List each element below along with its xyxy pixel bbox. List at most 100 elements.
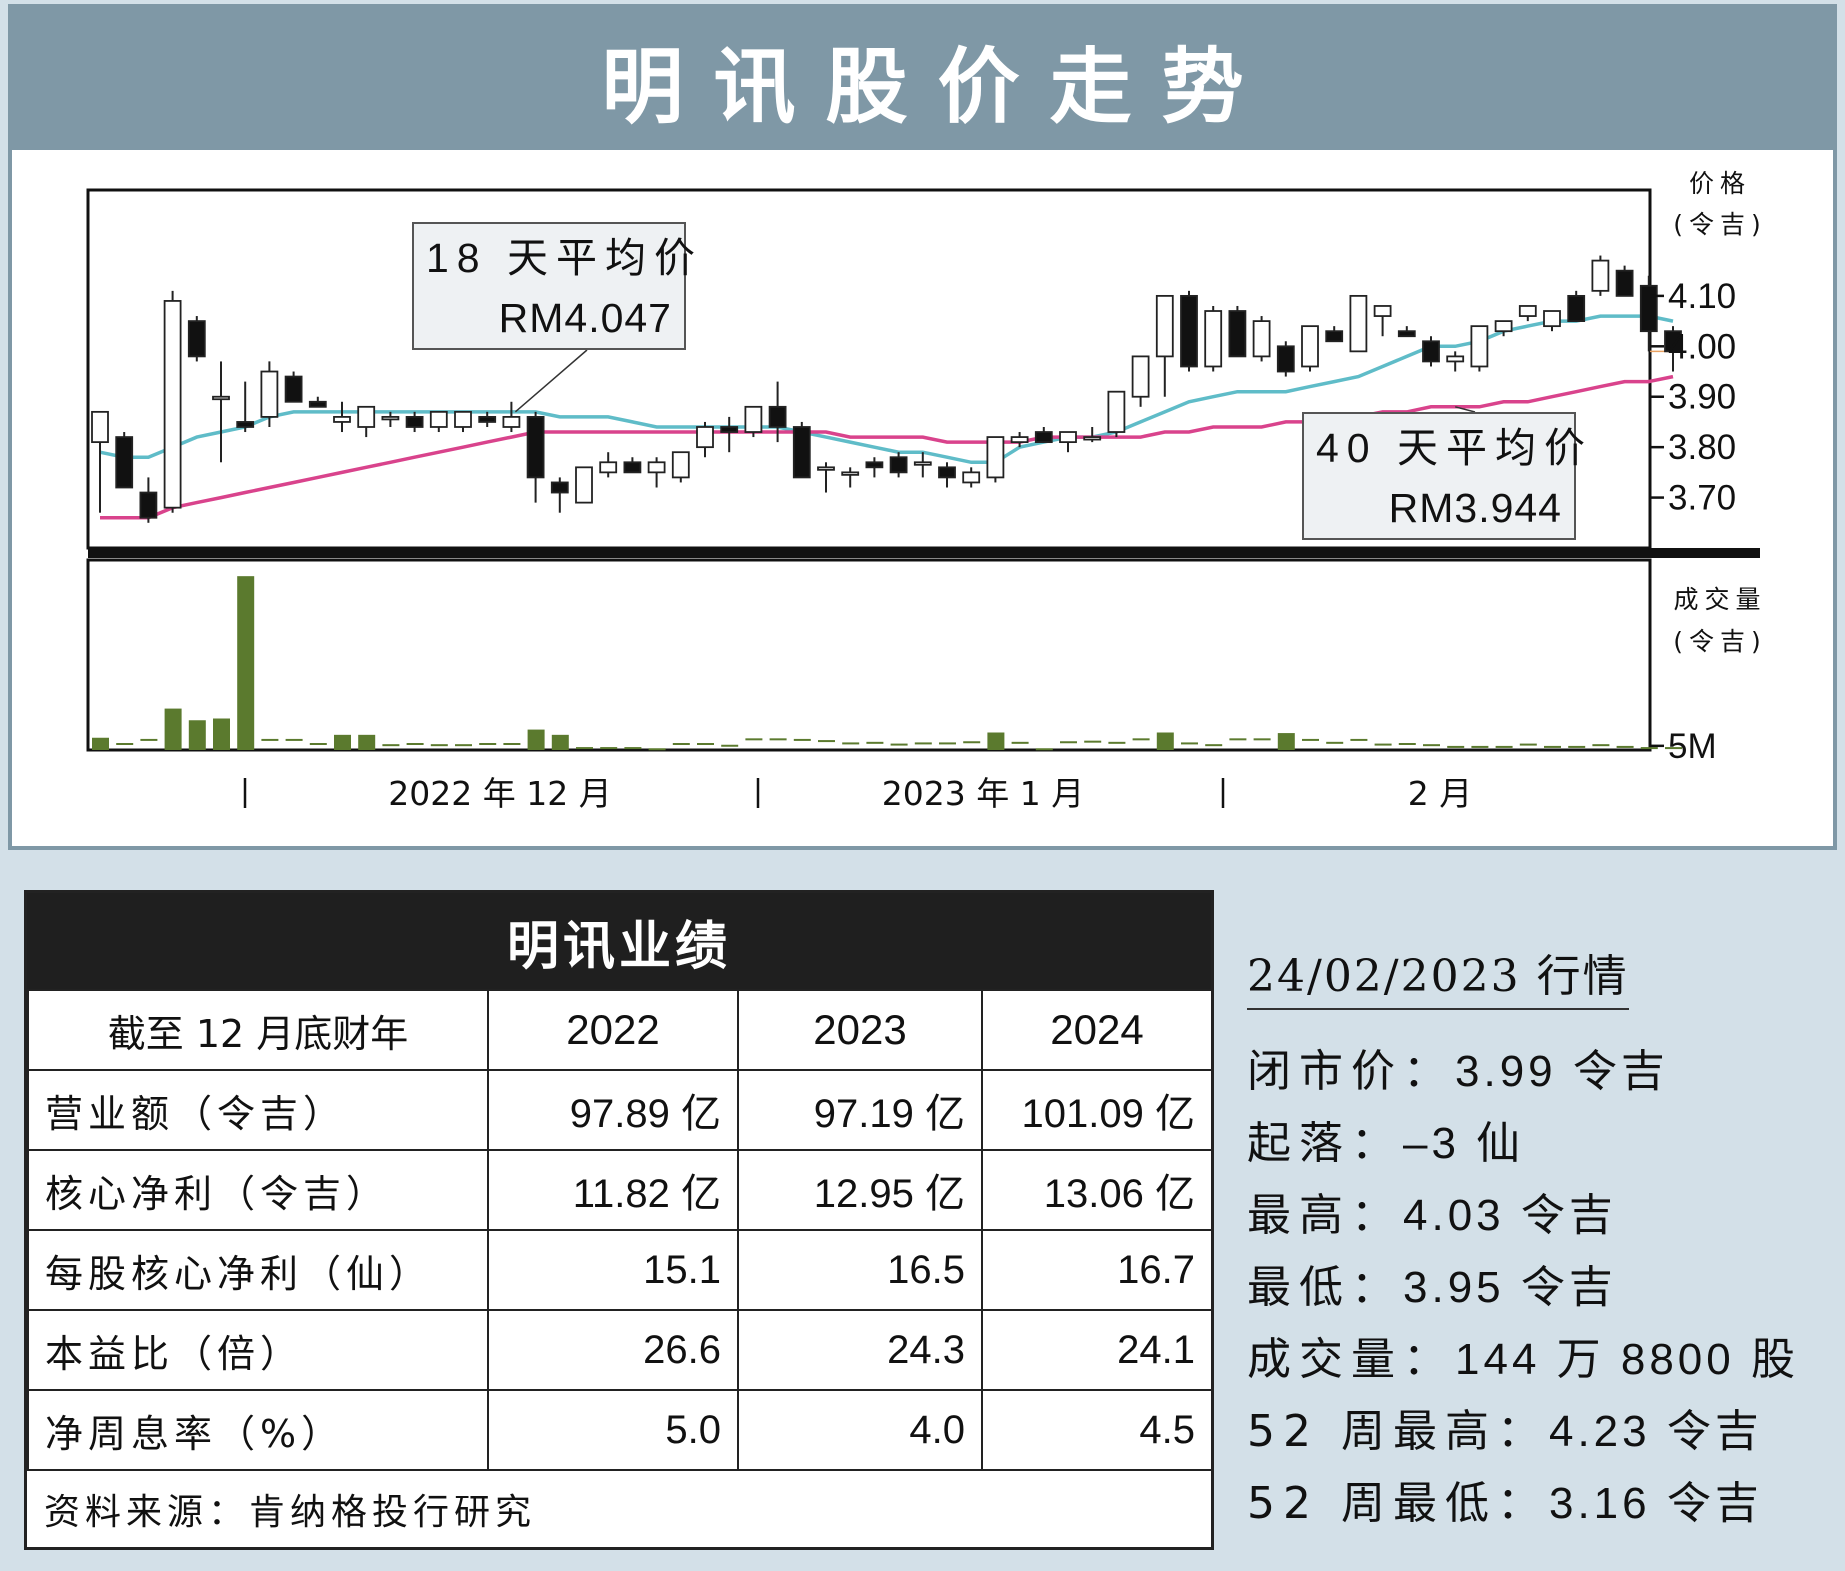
volume-bar [576,747,593,750]
candle-up [1373,305,1392,317]
market-label: 起落 [1247,1118,1351,1169]
market-item-change: 起落：–3 仙 [1247,1118,1525,1169]
candle-up [1301,325,1319,368]
candle-down [1639,284,1658,333]
row-label-core-net-profit: 核心净利（令吉） [27,1149,489,1231]
market-item-52w-high: 52 周最高：4.23 令吉 [1247,1406,1763,1457]
candle-up [913,461,932,466]
market-date: 24/02/2023 行情 [1247,940,1629,1010]
cell-value: 16.7 [981,1229,1213,1311]
volume-bar [1640,747,1658,750]
candle-down [792,426,811,479]
candle-up [91,410,109,444]
ma18-callout: 18 天平均价 RM4.047 [412,222,703,350]
candle-down [623,461,642,474]
volume-bar [939,742,956,745]
volume-bar [430,744,448,747]
candle-down [550,481,569,494]
table-row: 营业额（令吉） 97.89 亿 97.19 亿 101.09 亿 [27,1069,1213,1151]
ma18-callout-value: RM4.047 [498,295,672,341]
market-value: 3.99 令吉 [1455,1047,1669,1096]
row-label-pe-ratio: 本益比（倍） [27,1309,489,1391]
volume-bar [1181,742,1198,745]
candle-down [865,461,884,469]
candle-up [1252,320,1271,358]
market-label: 52 周最低 [1247,1478,1497,1529]
volume-bar [866,741,884,744]
market-label: 闭市价 [1247,1046,1403,1097]
volume-bar [1205,744,1223,747]
column-header-2022: 2022 [487,989,739,1071]
candle-down [526,416,545,479]
candle-up [212,395,230,401]
market-summary: 24/02/2023 行情 闭市价：3.99 令吉 起落：–3 仙 最高：4.0… [1247,940,1837,1540]
cell-value: 11.82 亿 [487,1149,739,1231]
candle-up [1543,310,1561,328]
volume-bar [1108,741,1126,744]
candle-up [1083,436,1102,441]
candle-up [1131,355,1150,398]
candle-up [1591,259,1610,292]
volume-bar [672,743,690,745]
volume-bar [1060,741,1077,744]
candle-up [1107,390,1126,433]
volume-bar [309,743,327,745]
price-tick-label: 3.90 [1668,378,1736,417]
volume-bar [1011,741,1029,744]
candle-up [357,405,376,428]
candle-up [454,410,472,428]
market-value: 4.23 令吉 [1548,1407,1763,1456]
ma40-callout-label: 40 天平均价 [1316,425,1593,471]
volume-bar [237,576,255,750]
candle-up [1518,305,1537,317]
price-tick-label: 3.80 [1668,428,1736,467]
candle-down [1615,269,1634,297]
market-item-volume: 成交量：144 万 8800 股 [1247,1334,1799,1385]
candle-down [1276,345,1295,373]
volume-bar [1156,732,1174,750]
candle-up [1155,294,1174,358]
volume-bar [406,743,424,745]
market-item-low: 最低：3.95 令吉 [1247,1262,1617,1313]
results-table-panel: 明讯业绩 截至 12 月底财年 2022 2023 2024 营业额（令吉） 9… [24,890,1214,1550]
row-label-revenue: 营业额（令吉） [27,1069,489,1151]
candle-up [1494,320,1513,333]
volume-bar [842,742,860,745]
volume-bar [624,747,642,750]
cell-value: 5.0 [487,1389,739,1471]
candle-down [768,405,787,428]
volume-bar [1302,738,1319,741]
cell-value: 101.09 亿 [981,1069,1213,1151]
candle-up [502,416,521,428]
candle-up [817,466,835,471]
volume-bar [1374,743,1392,746]
candle-down [1397,330,1416,338]
volume-bar [164,708,182,750]
source-row: 资料来源：肯纳格投行研究 [28,1470,1212,1547]
candle-up [1470,325,1489,368]
price-axis-unit: (令吉) [1673,210,1767,239]
column-header-fiscal-year: 截至 12 月底财年 [27,989,489,1071]
volume-bar [963,741,981,744]
volume-bar [116,743,134,745]
candle-down [1664,330,1682,353]
volume-bar [334,734,351,750]
volume-bar [1326,741,1344,744]
ma18-callout-label: 18 天平均价 [426,235,703,281]
candle-down [889,456,908,474]
results-table: 截至 12 月底财年 2022 2023 2024 营业额（令吉） 97.89 … [27,989,1213,1547]
candle-down [1567,294,1586,322]
volume-bar [1423,744,1440,747]
table-row: 本益比（倍） 26.6 24.3 24.1 [27,1309,1213,1391]
candle-up [381,416,400,421]
candle-down [236,421,255,428]
candle-up [1446,355,1465,363]
chart-title-bar: 明讯股价走势 [12,8,1833,150]
stock-chart: 4.10 4.00 3.90 3.80 3.70 价格 (令吉) 5M 成交量 (令吉) 2022 … [86,169,1767,813]
volume-bar [188,720,206,750]
candle-down [405,416,424,428]
cell-value: 24.3 [737,1309,983,1391]
market-label: 成交量 [1247,1334,1403,1385]
panel-divider [88,548,1760,558]
market-item-high: 最高：4.03 令吉 [1247,1190,1617,1241]
